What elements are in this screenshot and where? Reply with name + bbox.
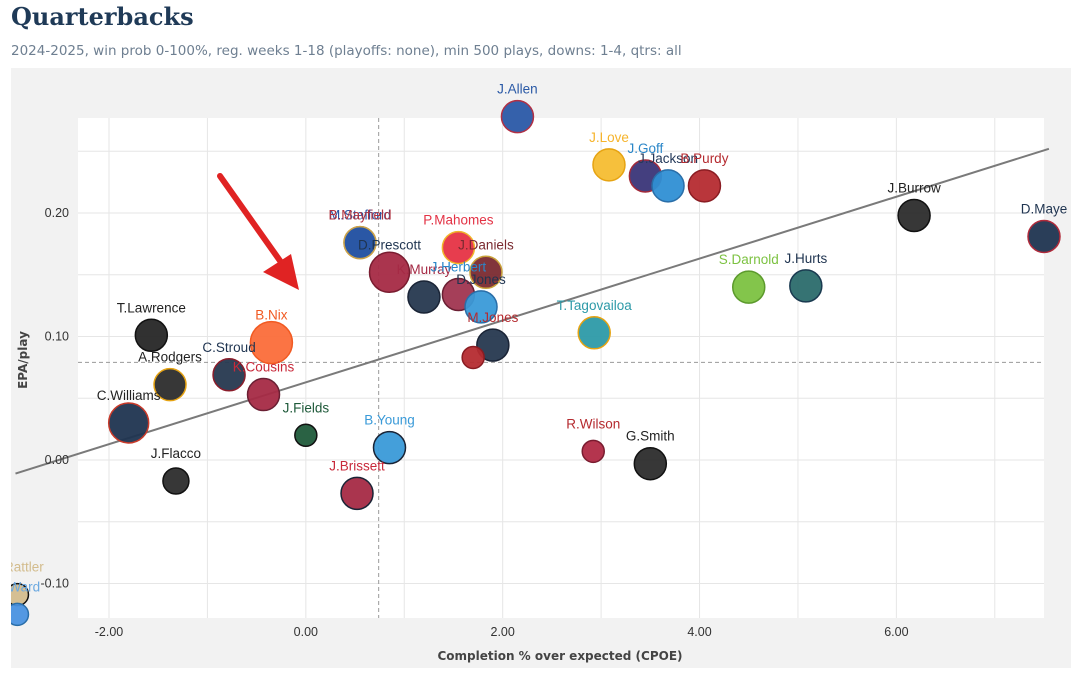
highlight-arrow: [217, 173, 299, 290]
label-j-brissett: J.Brissett: [329, 458, 385, 473]
label-t-tagovailoa: T.Tagovailoa: [557, 298, 633, 313]
point-s-darnold: [731, 270, 766, 304]
arrow-shaft: [217, 173, 286, 268]
point-j-hurts: [789, 269, 823, 303]
label-j-goff: J.Goff: [628, 141, 664, 156]
point-b-purdy: [687, 169, 722, 203]
label-k-cousins: K.Cousins: [233, 360, 295, 375]
label-b-young: B.Young: [364, 413, 415, 428]
y-tick-label: 0.10: [45, 330, 69, 344]
label-j-jackson: J.Jackson: [638, 151, 698, 166]
page-title: Quarterbacks: [11, 2, 194, 31]
point-c-williams: [107, 402, 150, 444]
point-j-brissett: [340, 476, 374, 511]
y-tick-label: 0.00: [45, 453, 69, 467]
label-j-love: J.Love: [589, 130, 629, 145]
label-b-purdy: B.Purdy: [680, 151, 728, 166]
point-c-ward: [11, 602, 30, 627]
label-t-lawrence: T.Lawrence: [117, 300, 186, 315]
point-j-fields: [294, 423, 318, 448]
point-k-cousins: [246, 377, 281, 412]
label-j-daniels: J.Daniels: [458, 237, 514, 252]
point-d-prescott: [368, 251, 411, 294]
label-j-flacco: J.Flacco: [151, 446, 201, 461]
point-k-murray: [407, 280, 441, 314]
point-b-mayfield: [343, 225, 377, 260]
label-s-darnold: S.Darnold: [719, 252, 779, 267]
point-d-jones: [464, 290, 498, 324]
y-tick-label: 0.20: [45, 206, 69, 220]
x-tick-label: 6.00: [884, 625, 908, 639]
x-tick-label: 4.00: [687, 625, 711, 639]
data-points: [11, 99, 1061, 627]
point-j-flacco: [162, 467, 190, 495]
label-c-stroud: C.Stroud: [202, 340, 255, 355]
label-r-wilson: R.Wilson: [566, 416, 620, 431]
regression-line: [15, 147, 1050, 475]
label-c-williams: C.Williams: [97, 388, 161, 403]
x-tick-label: -2.00: [95, 625, 124, 639]
label-b-mayfield: B.Mayfield: [328, 208, 391, 223]
point-j-daniels: [469, 255, 503, 290]
label-p-mahomes: P.Mahomes: [423, 213, 494, 228]
label-j-burrow: J.Burrow: [887, 180, 941, 195]
point-unlabeled: [461, 345, 485, 370]
label-d-jones: D.Jones: [456, 272, 506, 287]
label-c-ward: C.Ward: [11, 579, 40, 594]
x-tick-label: 0.00: [294, 625, 318, 639]
y-axis-title: EPA/play: [16, 331, 30, 389]
trend-line: [15, 147, 1050, 475]
label-d-maye: D.Maye: [1021, 201, 1068, 216]
point-r-wilson: [581, 439, 605, 464]
point-d-maye: [1027, 219, 1061, 254]
point-a-rodgers: [153, 367, 187, 402]
x-axis-title: Completion % over expected (CPOE): [437, 649, 682, 663]
arrow-head: [263, 254, 299, 290]
y-tick-label: -0.10: [41, 577, 70, 591]
label-k-murray: K.Murray: [397, 262, 452, 277]
point-j-jackson: [651, 169, 685, 203]
point-b-nix: [249, 320, 294, 365]
label-s-rattler: S.Rattler: [11, 560, 44, 575]
label-m-stafford: M.Stafford: [329, 208, 391, 223]
label-j-hurts: J.Hurts: [784, 251, 827, 266]
label-b-nix: B.Nix: [255, 308, 288, 323]
label-j-fields: J.Fields: [283, 400, 330, 415]
point-j-love: [592, 148, 626, 182]
x-tick-label: 2.00: [491, 625, 515, 639]
label-j-allen: J.Allen: [497, 82, 538, 97]
point-m-jones: [476, 328, 510, 362]
label-j-herbert: J.Herbert: [431, 260, 487, 275]
point-c-stroud: [212, 358, 246, 392]
chart-area: J.Allen J.Love J.Goff J.Jackson B.Purdy J.Bur…: [11, 68, 1071, 668]
point-t-tagovailoa: [577, 316, 611, 350]
point-b-young: [372, 430, 407, 465]
axis-ticks: -2.00 0.00 2.00 4.00 6.00 -0.10 0.00 0.10 0.20: [41, 206, 909, 639]
label-a-rodgers: A.Rodgers: [138, 350, 202, 365]
label-g-smith: G.Smith: [626, 429, 675, 444]
point-p-mahomes: [441, 230, 476, 265]
label-m-jones: M.Jones: [467, 310, 518, 325]
point-g-smith: [633, 446, 668, 481]
chart-subtitle: 2024-2025, win prob 0-100%, reg. weeks 1…: [11, 43, 682, 59]
label-d-prescott: D.Prescott: [358, 237, 421, 252]
point-t-lawrence: [134, 318, 169, 353]
point-j-allen: [500, 99, 535, 134]
point-j-burrow: [897, 198, 931, 233]
